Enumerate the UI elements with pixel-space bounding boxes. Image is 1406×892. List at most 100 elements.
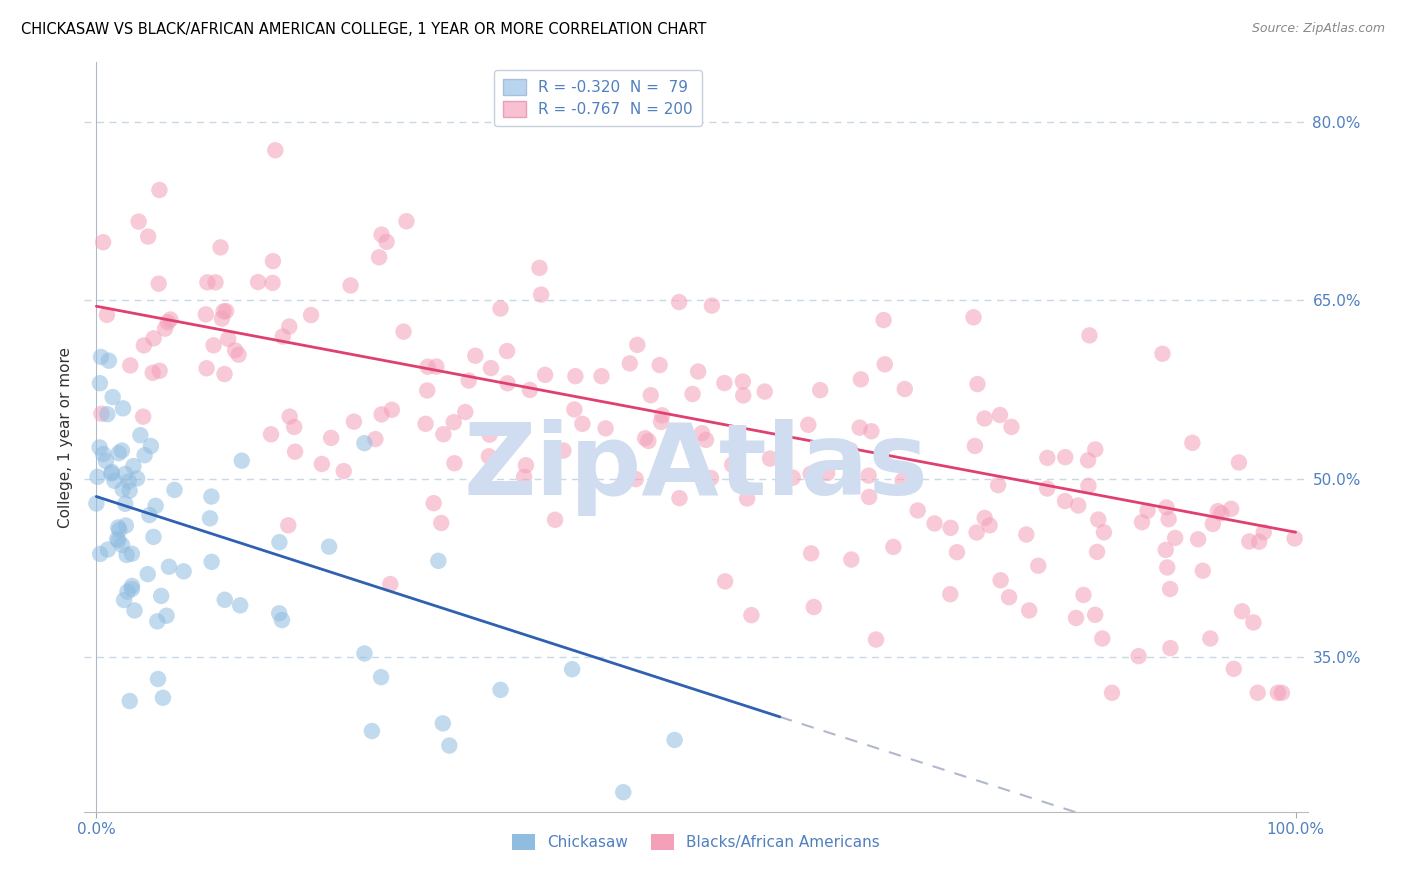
Point <box>283 420 305 434</box>
Point <box>668 852 690 866</box>
Point <box>145 499 167 513</box>
Point <box>432 716 454 731</box>
Point <box>1239 534 1261 549</box>
Point <box>231 453 253 467</box>
Point <box>100 467 122 481</box>
Point <box>107 520 129 534</box>
Point <box>97 353 120 368</box>
Point <box>284 444 307 458</box>
Point <box>735 491 758 506</box>
Point <box>114 518 136 533</box>
Point <box>939 587 962 601</box>
Point <box>96 308 118 322</box>
Point <box>988 408 1011 422</box>
Point <box>668 491 690 505</box>
Point <box>380 577 402 591</box>
Point <box>759 451 782 466</box>
Point <box>858 490 880 504</box>
Point <box>1078 328 1101 343</box>
Point <box>121 579 143 593</box>
Point <box>668 295 690 310</box>
Point <box>214 367 236 381</box>
Point <box>217 332 239 346</box>
Point <box>1230 604 1253 618</box>
Point <box>201 555 224 569</box>
Point <box>86 496 108 510</box>
Point <box>907 503 929 517</box>
Point <box>353 647 375 661</box>
Point <box>1077 479 1099 493</box>
Point <box>1018 603 1040 617</box>
Point <box>714 574 737 589</box>
Point <box>139 439 162 453</box>
Point <box>439 739 461 753</box>
Point <box>370 227 392 242</box>
Point <box>637 434 659 448</box>
Point <box>1091 632 1114 646</box>
Point <box>1159 582 1181 596</box>
Point <box>1222 662 1244 676</box>
Point <box>105 532 128 546</box>
Point <box>782 470 804 484</box>
Point <box>101 390 124 404</box>
Point <box>803 600 825 615</box>
Point <box>1154 542 1177 557</box>
Point <box>591 369 613 384</box>
Point <box>271 613 294 627</box>
Point <box>200 490 222 504</box>
Point <box>987 478 1010 492</box>
Point <box>269 607 291 621</box>
Point <box>112 593 135 607</box>
Point <box>269 535 291 549</box>
Point <box>1156 500 1178 515</box>
Point <box>1036 482 1059 496</box>
Point <box>1077 453 1099 467</box>
Point <box>277 518 299 533</box>
Point <box>872 313 894 327</box>
Point <box>848 420 870 434</box>
Point <box>395 214 418 228</box>
Point <box>1130 515 1153 529</box>
Point <box>228 348 250 362</box>
Point <box>214 592 236 607</box>
Point <box>425 359 447 374</box>
Point <box>648 358 671 372</box>
Point <box>873 357 896 371</box>
Point <box>264 143 287 157</box>
Point <box>609 852 631 866</box>
Point <box>962 310 984 325</box>
Point <box>111 401 134 416</box>
Point <box>651 409 673 423</box>
Point <box>657 442 679 456</box>
Point <box>713 376 735 390</box>
Point <box>247 275 270 289</box>
Point <box>464 349 486 363</box>
Point <box>117 584 139 599</box>
Point <box>111 538 134 552</box>
Point <box>1101 686 1123 700</box>
Point <box>882 540 904 554</box>
Point <box>489 682 512 697</box>
Point <box>121 547 143 561</box>
Point <box>1202 516 1225 531</box>
Point <box>91 235 114 250</box>
Point <box>229 599 252 613</box>
Point <box>142 331 165 345</box>
Point <box>1220 501 1243 516</box>
Point <box>457 374 479 388</box>
Point <box>924 516 946 531</box>
Point <box>731 375 754 389</box>
Point <box>894 382 917 396</box>
Point <box>103 474 125 488</box>
Point <box>152 690 174 705</box>
Text: Source: ZipAtlas.com: Source: ZipAtlas.com <box>1251 22 1385 36</box>
Point <box>155 608 177 623</box>
Point <box>260 427 283 442</box>
Point <box>107 533 129 548</box>
Point <box>1164 531 1187 545</box>
Point <box>278 319 301 334</box>
Point <box>311 457 333 471</box>
Point <box>1036 450 1059 465</box>
Point <box>392 325 415 339</box>
Point <box>194 307 217 321</box>
